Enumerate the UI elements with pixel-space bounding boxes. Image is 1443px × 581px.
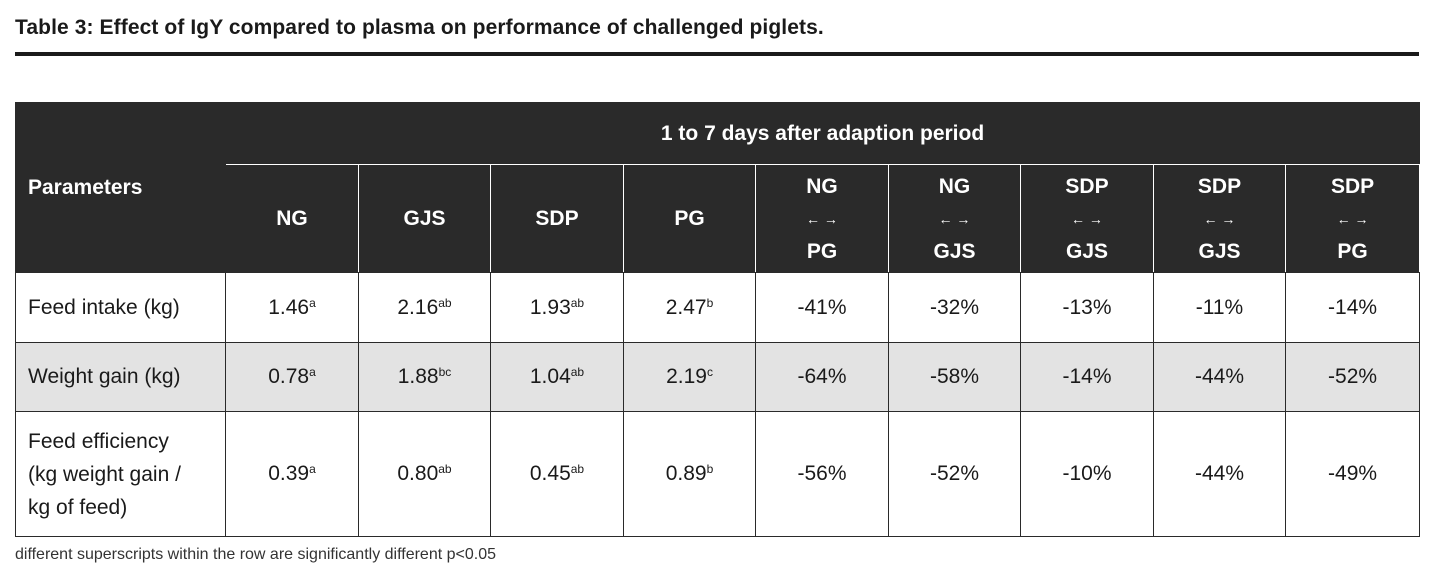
value: 1.04 [529,365,571,388]
significance-superscript: c [706,365,713,379]
double-arrow-icon: ← → [1336,210,1369,227]
footnote: different superscripts within the row ar… [15,546,496,563]
comparison-header: SDP ← → GJS [1020,164,1154,273]
double-arrow-icon: ← → [806,210,838,227]
value-cell: 1.93ab [490,272,624,343]
diff-cell: -11% [1153,272,1286,343]
group-header: PG [623,164,756,273]
value-cell: 0.39a [225,411,359,537]
comparison-bottom: PG [1337,239,1368,263]
double-arrow-icon: ← → [1203,210,1236,227]
comparison-top: NG [938,174,971,198]
diff-cell: -52% [888,411,1021,537]
value: 1.88 [397,365,439,388]
significance-superscript: a [309,295,316,310]
value-cell: 1.04ab [490,342,624,412]
diff-cell: -14% [1020,342,1154,412]
diff-cell: -58% [888,342,1021,412]
row-label: Feed intake (kg) [15,272,226,343]
comparison-bottom: GJS [933,239,976,263]
comparison-header: NG ← → PG [755,164,889,273]
diff-cell: -13% [1020,272,1154,343]
double-arrow-icon: ← → [938,210,971,227]
significance-superscript: b [706,295,714,310]
value: 0.78 [268,365,310,388]
group-header: NG [225,164,359,273]
comparison-header: SDP ← → GJS [1153,164,1286,273]
table-row-feed-intake: Feed intake (kg) 1.46a 2.16ab 1.93ab 2.4… [15,272,1421,343]
value-cell: 2.19c [623,342,756,412]
row-label-line: Feed efficiency [28,429,169,453]
value: 2.19 [666,365,707,388]
period-header: 1 to 7 days after adaption period [224,102,1421,165]
row-label: Weight gain (kg) [15,342,226,412]
value: 0.39 [268,462,310,485]
value-cell: 2.47b [623,272,756,343]
results-table: Parameters 1 to 7 days after adaption pe… [15,102,1421,537]
comparison-top: SDP [1197,174,1242,198]
row-label: Feed efficiency (kg weight gain / kg of … [15,411,226,537]
double-arrow-icon: ← → [1071,210,1103,227]
row-label-line: kg of feed) [28,495,128,519]
diff-cell: -49% [1284,411,1421,537]
table-row-weight-gain: Weight gain (kg) 0.78a 1.88bc 1.04ab 2.1… [15,342,1421,412]
diff-cell: -44% [1153,411,1286,537]
parameters-header: Parameters [15,102,226,273]
comparison-bottom: GJS [1065,239,1109,263]
diff-cell: -10% [1020,411,1154,537]
comparison-top: NG [806,174,838,198]
significance-superscript: ab [438,462,452,476]
value: 2.47 [665,295,707,319]
value: 2.16 [397,295,439,319]
value-cell: 1.46a [225,272,359,343]
significance-superscript: ab [438,295,452,310]
significance-superscript: ab [570,295,585,310]
comparison-bottom: PG [806,239,838,263]
significance-superscript: bc [438,365,452,379]
comparison-bottom: GJS [1198,239,1241,263]
value-cell: 0.80ab [358,411,491,537]
value: 1.93 [529,295,571,319]
value-cell: 1.88bc [358,342,491,412]
row-label-line: Weight gain (kg) [28,365,181,388]
comparison-header: NG ← → GJS [888,164,1021,273]
value: 1.46 [268,295,310,319]
value-cell: 2.16ab [358,272,491,343]
value-cell: 0.89b [623,411,756,537]
table-row-feed-efficiency: Feed efficiency (kg weight gain / kg of … [15,411,1421,537]
diff-cell: -44% [1153,342,1286,412]
significance-superscript: a [309,462,316,476]
row-label-line: (kg weight gain / [28,462,181,486]
comparison-top: SDP [1065,174,1109,198]
value: 0.80 [397,462,439,485]
title-rule [15,52,1419,56]
significance-superscript: b [706,462,714,476]
value-cell: 0.45ab [490,411,624,537]
significance-superscript: a [309,365,316,379]
diff-cell: -52% [1284,342,1421,412]
value: 0.89 [665,462,707,485]
comparison-header: SDP ← → PG [1284,164,1421,273]
group-header: GJS [358,164,491,273]
table-title: Table 3: Effect of IgY compared to plasm… [15,16,824,39]
value-cell: 0.78a [225,342,359,412]
significance-superscript: ab [570,365,585,379]
diff-cell: -41% [755,272,889,343]
diff-cell: -56% [755,411,889,537]
diff-cell: -32% [888,272,1021,343]
diff-cell: -14% [1284,272,1421,343]
value: 0.45 [529,462,571,485]
row-label-line: Feed intake (kg) [28,295,180,319]
significance-superscript: ab [570,462,585,476]
comparison-top: SDP [1330,174,1375,198]
diff-cell: -64% [755,342,889,412]
group-header: SDP [490,164,624,273]
